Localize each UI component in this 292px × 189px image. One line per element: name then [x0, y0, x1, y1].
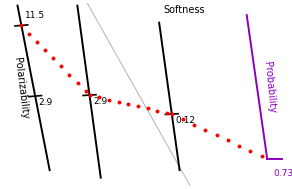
- Text: 0.12: 0.12: [175, 116, 195, 125]
- Text: Polarizability: Polarizability: [12, 57, 29, 119]
- Text: 11.5: 11.5: [25, 11, 45, 20]
- Text: 0.73: 0.73: [273, 169, 292, 178]
- Text: Softness: Softness: [163, 5, 205, 15]
- Text: Probability: Probability: [262, 61, 277, 113]
- Text: 2.9: 2.9: [39, 98, 53, 107]
- Text: 2.9: 2.9: [93, 97, 107, 106]
